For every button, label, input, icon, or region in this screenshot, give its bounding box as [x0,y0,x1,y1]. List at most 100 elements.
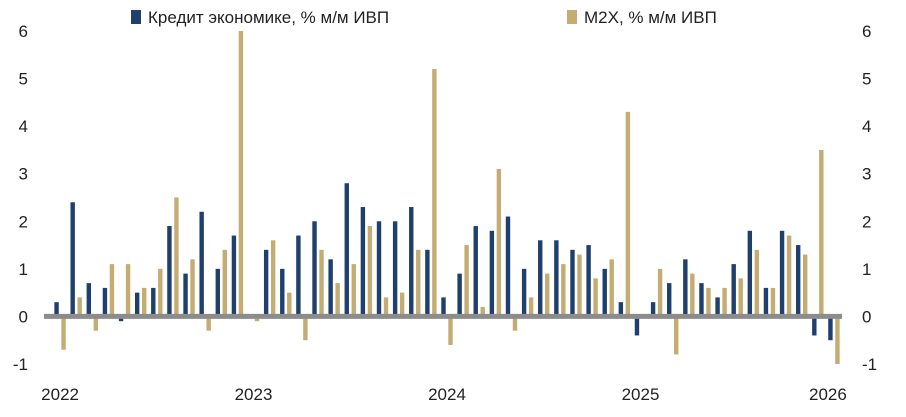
y-tick-right: 6 [862,22,871,41]
bar-m2x [770,287,776,317]
bar-credit [795,245,801,317]
bar-m2x [206,316,211,331]
bar-m2x [335,283,340,317]
bar-m2x [448,316,453,345]
bar-credit [441,297,446,317]
bar-credit [392,221,398,317]
bar-credit [618,302,624,317]
bar-m2x [190,259,195,317]
bar-credit [828,316,833,341]
y-tick-right: 1 [862,260,871,279]
bar-credit [151,287,156,317]
y-tick-left: 1 [19,260,28,279]
bar-credit [473,226,478,317]
bar-credit [360,207,366,317]
y-tick-left: 6 [19,22,28,41]
bar-m2x [625,111,631,317]
bar-m2x [819,149,824,317]
bar-credit [699,283,704,317]
bar-m2x [464,245,469,317]
bar-m2x [174,197,179,317]
bar-credit [70,202,75,317]
bar-m2x [593,278,598,317]
bar-credit [344,183,349,317]
bar-credit [231,235,237,317]
bar-credit [312,221,317,317]
bar-credit [376,221,382,317]
y-tick-right: -1 [862,355,877,374]
bar-credit [54,302,59,317]
bar-credit [505,216,511,317]
legend-swatch-credit [131,10,141,24]
bar-credit [86,283,92,317]
bar-m2x [802,254,808,317]
y-tick-left: 3 [19,165,28,184]
y-tick-left: 5 [19,70,28,89]
bar-m2x [754,249,760,317]
bar-m2x [674,316,679,355]
y-tick-left: 2 [19,212,28,231]
bar-m2x [706,287,711,317]
bar-m2x [577,254,582,317]
bar-credit [409,207,414,317]
bar-credit [296,235,301,317]
bar-credit [215,268,220,317]
bar-m2x [399,292,405,317]
bar-m2x [512,316,518,331]
bar-m2x [609,259,614,317]
bar-m2x [109,264,115,317]
bar-credit [747,230,753,317]
bar-credit [731,264,736,317]
bar-m2x [61,316,66,350]
bar-m2x [480,306,485,317]
y-axis-right: -1 0 1 2 3 4 5 6 [862,22,877,374]
bar-credit [715,297,720,317]
x-tick-label: 2023 [235,385,273,404]
legend: Кредит экономике, % м/м ИВП M2X, % м/м И… [131,8,717,27]
bar-m2x [367,226,373,317]
bar-m2x [303,316,308,341]
x-tick-label: 2022 [41,385,79,404]
bar-m2x [222,249,227,317]
y-tick-right: 5 [862,70,871,89]
bar-credit [263,249,269,317]
bar-m2x [722,287,727,317]
bar-credit [667,283,672,317]
y-tick-left: -1 [13,355,28,374]
bar-m2x [77,297,82,317]
bar-credit [489,230,495,317]
bar-m2x [496,168,502,317]
bar-credit [425,249,430,317]
bar-m2x [416,249,421,317]
bar-credit [134,292,140,317]
y-tick-right: 2 [862,212,871,231]
bar-m2x [238,31,244,317]
bar-credit [634,316,640,336]
bar-m2x [141,287,147,317]
x-axis: 2022 2023 2024 2025 2026 [41,385,847,404]
bar-credit [683,259,688,317]
bar-m2x [158,268,163,317]
y-tick-right: 0 [862,307,871,326]
bar-credit [521,268,527,317]
bar-credit [167,226,172,317]
bar-m2x [351,264,356,317]
bar-m2x [738,278,743,317]
bar-credit [650,302,656,317]
bar-m2x [528,297,534,317]
bar-credit [570,249,575,317]
legend-swatch-m2x [567,10,577,24]
bar-credit [812,316,817,336]
x-tick-label: 2024 [428,385,466,404]
bar-m2x [383,297,389,317]
bar-m2x [287,292,292,317]
x-tick-label: 2025 [622,385,660,404]
bar-credit [779,230,785,317]
bar-credit [554,240,559,317]
bar-credit [102,287,108,317]
legend-label-credit: Кредит экономике, % м/м ИВП [148,8,389,27]
bar-m2x [545,273,550,317]
bar-credit [328,259,333,317]
y-axis-left: -1 0 1 2 3 4 5 6 [13,22,28,374]
